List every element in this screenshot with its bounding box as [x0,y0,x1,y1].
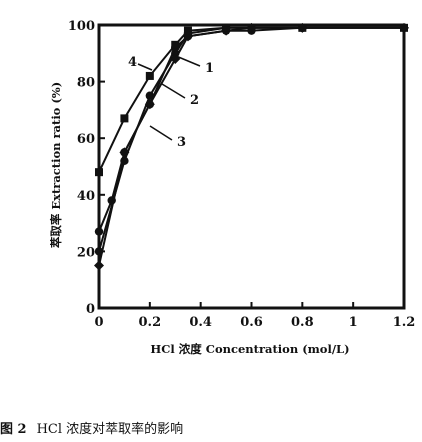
y-tick-label: 100 [68,19,95,34]
data-point [145,100,155,109]
data-point [120,114,129,123]
series-labels: 1 2 3 4 [128,55,214,150]
series-4-leader [137,63,153,71]
series-2-leader [161,83,186,99]
series-line [98,26,404,252]
y-tick-label: 40 [77,189,95,204]
x-tick-label: 0.2 [139,315,162,330]
data-point [298,23,307,32]
y-tick-label: 80 [77,76,95,91]
data-point [145,71,154,80]
x-tick-label: 1.2 [393,315,416,330]
y-axis-ticks: 0 20 40 60 80 100 [68,19,105,317]
series-1-label: 1 [205,61,214,76]
figure-number: 图 2 [0,422,27,437]
data-point [94,260,104,271]
series-1-leader [175,55,201,67]
x-tick-label: 0 [94,315,103,330]
x-tick-label: 0.8 [291,315,314,330]
y-tick-label: 0 [86,302,95,317]
figure-caption: 图 2 HCl 浓度对萃取率的影响 [0,418,183,437]
series-3 [94,23,409,236]
series-layer [94,22,409,271]
data-point [107,196,116,205]
series-3-leader [149,125,173,141]
y-tick-label: 60 [77,132,95,147]
y-tick-label: 20 [77,245,95,260]
data-point [95,168,103,177]
chart: 0 0.2 0.4 0.6 0.8 1 1.2 0 20 40 60 80 100 1 2 3 4 HCl … [49,19,415,356]
x-tick-label: 0.4 [189,315,212,330]
series-2 [94,22,409,271]
data-point [171,40,180,49]
data-point [247,23,256,32]
x-axis-title: HCl 浓度 Concentration (mol/L) [150,342,349,356]
x-tick-label: 1 [349,315,358,330]
data-point [222,23,231,32]
series-line [98,26,404,266]
data-point [183,26,192,35]
series-line [98,26,404,232]
y-axis-title: 萃取率 Extraction ratio (%) [49,82,63,248]
x-axis-ticks: 0 0.2 0.4 0.6 0.8 1 1.2 [94,302,415,330]
figure-caption-text: HCl 浓度对萃取率的影响 [36,422,184,437]
series-1 [94,23,409,256]
series-4-label: 4 [128,55,137,70]
series-2-label: 2 [190,93,199,108]
data-point [120,148,129,157]
series-4 [95,23,408,177]
series-line [98,26,404,173]
data-point [400,23,408,32]
data-point [94,227,104,236]
x-tick-label: 0.6 [240,315,263,330]
series-3-label: 3 [177,135,186,150]
